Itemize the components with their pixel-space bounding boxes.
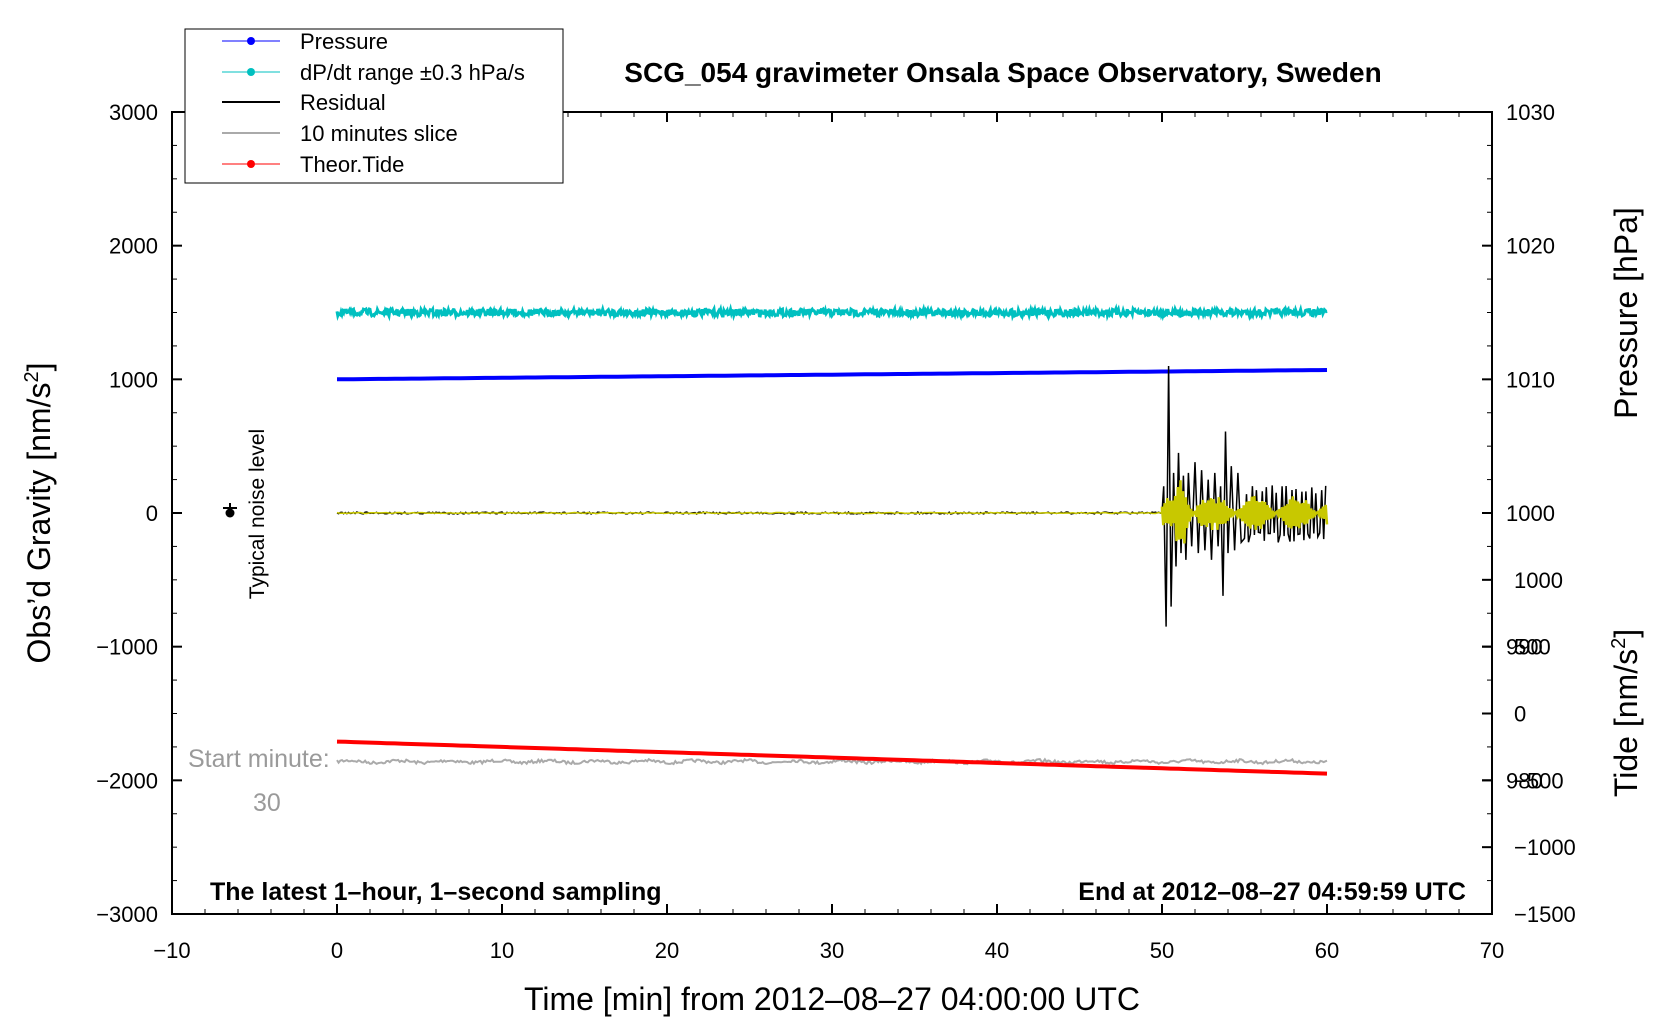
x-tick-label: −10 <box>153 938 190 963</box>
pressure-tick-label: 990 <box>1506 635 1543 660</box>
traces <box>335 303 1329 776</box>
note-end-time: End at 2012–08–27 04:59:59 UTC <box>1078 878 1466 906</box>
tide-tick-label: −500 <box>1514 768 1564 793</box>
dpdt-line <box>335 303 1328 322</box>
legend-item-tide: Theor.Tide <box>222 152 404 177</box>
y-axis-left-title: Obs’d Gravity [nm/s2] <box>21 363 57 664</box>
slice-line <box>336 757 1328 766</box>
y-axis-left: 3000 2000 1000 0 −1000 −2000 −3000 <box>96 100 182 927</box>
tide-tick-label: 0 <box>1514 702 1526 727</box>
y-tick-label: −3000 <box>96 902 158 927</box>
x-tick-label: 20 <box>655 938 679 963</box>
legend: Pressure dP/dt range ±0.3 hPa/s Residual… <box>184 28 564 184</box>
tide-line <box>336 739 1328 776</box>
svg-text:Pressure: Pressure <box>300 29 388 54</box>
pressure-tick-label: 1010 <box>1506 367 1555 392</box>
start-minute-label: Start minute: <box>188 745 330 773</box>
note-latest-hour: The latest 1–hour, 1–second sampling <box>210 878 662 906</box>
y-tick-label: 3000 <box>109 100 158 125</box>
pressure-tick-label: 1020 <box>1506 234 1555 259</box>
x-tick-label: 50 <box>1150 938 1174 963</box>
y-tick-label: 0 <box>146 501 158 526</box>
y-axis-pressure: 1030 1020 1010 1000 990 980 <box>1482 100 1555 793</box>
legend-box <box>184 28 564 184</box>
x-axis: −10 0 10 20 30 40 50 60 70 <box>153 112 1504 963</box>
y-axis-pressure-title: Pressure [hPa] <box>1608 207 1644 419</box>
noise-level-marker <box>223 503 237 518</box>
svg-text:dP/dt range ±0.3 hPa/s: dP/dt range ±0.3 hPa/s <box>300 60 525 85</box>
y-tick-label: −1000 <box>96 635 158 660</box>
svg-text:Theor.Tide: Theor.Tide <box>300 152 404 177</box>
tide-tick-label: 500 <box>1514 635 1551 660</box>
y-tick-label: −2000 <box>96 768 158 793</box>
x-tick-label: 0 <box>331 938 343 963</box>
x-tick-label: 10 <box>490 938 514 963</box>
x-tick-label: 30 <box>820 938 844 963</box>
chart-title: SCG_054 gravimeter Onsala Space Observat… <box>624 57 1381 88</box>
pressure-tick-label: 1030 <box>1506 100 1555 125</box>
y-axis-tide: 1000 500 0 −500 −1000 −1500 <box>1482 568 1576 927</box>
legend-item-dpdt: dP/dt range ±0.3 hPa/s <box>222 60 525 85</box>
y-axis-tide-title: Tide [nm/s2] <box>1608 629 1644 797</box>
x-tick-label: 70 <box>1480 938 1504 963</box>
x-axis-title: Time [min] from 2012–08–27 04:00:00 UTC <box>524 981 1140 1017</box>
residual-event <box>1161 365 1327 627</box>
svg-text:Residual: Residual <box>300 90 386 115</box>
svg-text:10 minutes slice: 10 minutes slice <box>300 121 458 146</box>
filtered-event <box>1160 480 1329 544</box>
pressure-tick-label: 1000 <box>1506 501 1555 526</box>
noise-level-label: Typical noise level <box>246 429 269 599</box>
legend-item-pressure: Pressure <box>222 29 388 54</box>
tide-tick-label: −1000 <box>1514 835 1576 860</box>
legend-item-residual: Residual <box>222 90 386 115</box>
tide-tick-label: −1500 <box>1514 902 1576 927</box>
y-tick-label: 2000 <box>109 234 158 259</box>
x-tick-label: 40 <box>985 938 1009 963</box>
legend-item-slice: 10 minutes slice <box>222 121 458 146</box>
pressure-line <box>337 368 1328 382</box>
start-minute-value: 30 <box>253 789 281 817</box>
filtered-line <box>336 511 1163 515</box>
tide-tick-label: 1000 <box>1514 568 1563 593</box>
pressure-tick-label: 980 <box>1506 768 1543 793</box>
x-tick-label: 60 <box>1315 938 1339 963</box>
y-tick-label: 1000 <box>109 367 158 392</box>
